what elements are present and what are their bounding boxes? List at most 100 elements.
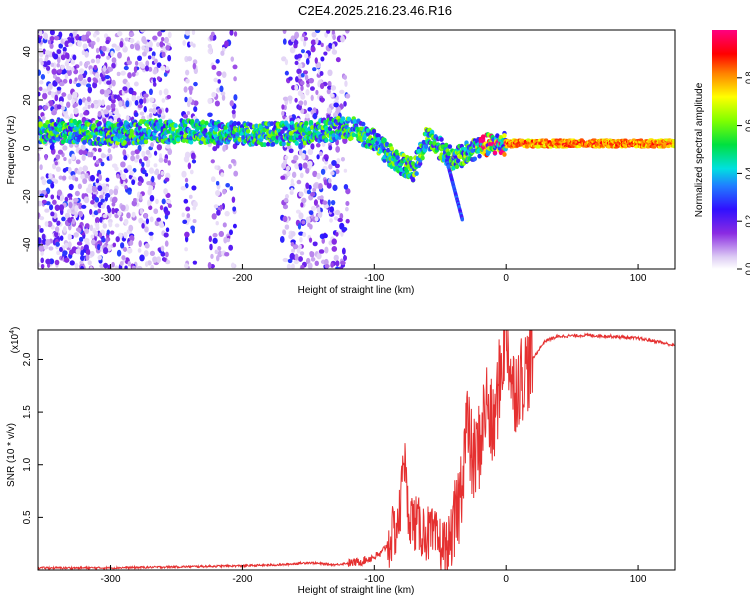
heatmap-cell: [90, 103, 95, 109]
heatmap-cell: [50, 211, 55, 217]
heatmap-cell: [302, 162, 308, 169]
heatmap-cell: [119, 41, 124, 48]
heatmap-cell: [330, 199, 336, 206]
heatmap-cell: [55, 76, 61, 83]
heatmap-cell: [254, 123, 259, 129]
heatmap-cell: [166, 94, 172, 100]
heatmap-cell: [320, 56, 325, 62]
heatmap-cell: [324, 137, 329, 143]
heatmap-cell: [90, 174, 95, 182]
heatmap-cell: [401, 153, 406, 158]
heatmap-cell: [159, 41, 164, 48]
heatmap-cell: [294, 253, 299, 261]
heatmap-cell: [139, 111, 145, 116]
heatmap-cell: [49, 143, 55, 151]
heatmap-cell: [151, 51, 156, 57]
heatmap-cell: [140, 30, 146, 33]
heatmap-cell: [38, 86, 43, 92]
heatmap-cell: [297, 62, 303, 69]
heatmap-cell: [164, 177, 170, 182]
heatmap-cell: [340, 157, 345, 162]
heatmap-cell: [123, 218, 129, 226]
heatmap-cell: [216, 70, 222, 77]
heatmap-cell: [147, 199, 151, 207]
heatmap-cell: [108, 153, 113, 161]
heatmap-cell: [223, 236, 228, 244]
heatmap-cell: [230, 158, 236, 164]
heatmap-cell: [341, 247, 346, 255]
heatmap-cell: [137, 181, 143, 187]
heatmap-cell: [139, 254, 145, 262]
heatmap-cell: [144, 65, 149, 72]
heatmap-cell: [343, 168, 348, 173]
heatmap-cell: [340, 260, 346, 266]
heatmap-cell: [124, 185, 128, 190]
heatmap-cell: [543, 138, 549, 142]
snr-series-line: [38, 330, 675, 570]
heatmap-cell: [310, 46, 316, 53]
heatmap-cell: [281, 110, 285, 117]
heatmap-cell: [111, 261, 115, 268]
heatmap-cell: [48, 204, 54, 211]
heatmap-cell: [420, 155, 425, 161]
heatmap-cell: [300, 72, 305, 78]
heatmap-cell: [110, 98, 116, 104]
colorbar-tick-label: 0.0: [744, 263, 750, 276]
heatmap-cell: [341, 226, 348, 232]
heatmap-cell: [133, 197, 137, 203]
heatmap-cell: [308, 77, 315, 84]
heatmap-cell: [301, 197, 307, 204]
heatmap-cell: [94, 217, 100, 224]
heatmap-cell: [128, 224, 134, 232]
heatmap-cell: [51, 110, 57, 116]
heatmap-cell: [102, 65, 107, 73]
heatmap-cell: [80, 173, 86, 180]
heatmap-cell: [291, 171, 297, 178]
heatmap-cell: [294, 54, 299, 60]
heatmap-cell: [124, 204, 130, 212]
heatmap-cell: [284, 224, 290, 230]
heatmap-cell: [345, 201, 350, 207]
heatmap-cell: [131, 211, 136, 218]
heatmap-cell: [139, 208, 144, 215]
heatmap-cell: [235, 131, 240, 137]
heatmap-cell: [326, 30, 331, 34]
heatmap-cell: [672, 138, 675, 143]
heatmap-cell: [44, 208, 50, 213]
heatmap-cell: [45, 258, 51, 265]
heatmap-cell: [56, 250, 61, 256]
heatmap-cell: [74, 211, 78, 219]
heatmap-cell: [193, 100, 199, 106]
heatmap-cell: [47, 220, 53, 228]
heatmap-cell: [183, 198, 189, 204]
heatmap-cell: [144, 45, 150, 53]
heatmap-cell: [161, 37, 165, 42]
heatmap-cell: [186, 100, 191, 108]
heatmap-cell: [164, 210, 171, 216]
heatmap-cell: [241, 135, 246, 140]
heatmap-cell: [185, 69, 190, 76]
heatmap-cell: [282, 257, 289, 263]
heatmap-cell: [159, 205, 164, 211]
heatmap-cell: [164, 240, 169, 247]
heatmap-cell: [143, 139, 149, 145]
heatmap-cell: [184, 151, 191, 159]
heatmap-cell: [335, 57, 341, 63]
heatmap-cell: [99, 263, 105, 269]
heatmap-cell: [67, 241, 72, 248]
heatmap-cell: [141, 161, 145, 168]
heatmap-cell: [135, 154, 140, 160]
heatmap-cell: [123, 155, 128, 161]
heatmap-cell: [165, 144, 171, 149]
heatmap-cell: [90, 43, 95, 49]
heatmap-cell: [152, 35, 158, 41]
heatmap-cell: [156, 42, 160, 48]
heatmap-cell: [104, 237, 109, 244]
heatmap-cell: [184, 231, 190, 238]
heatmap-cell: [208, 235, 213, 242]
heatmap-cell: [324, 246, 329, 254]
heatmap-cell: [335, 169, 340, 175]
spectrogram-y-tick-label: 40: [22, 46, 33, 58]
heatmap-cell: [323, 51, 328, 56]
heatmap-cell: [207, 262, 212, 269]
